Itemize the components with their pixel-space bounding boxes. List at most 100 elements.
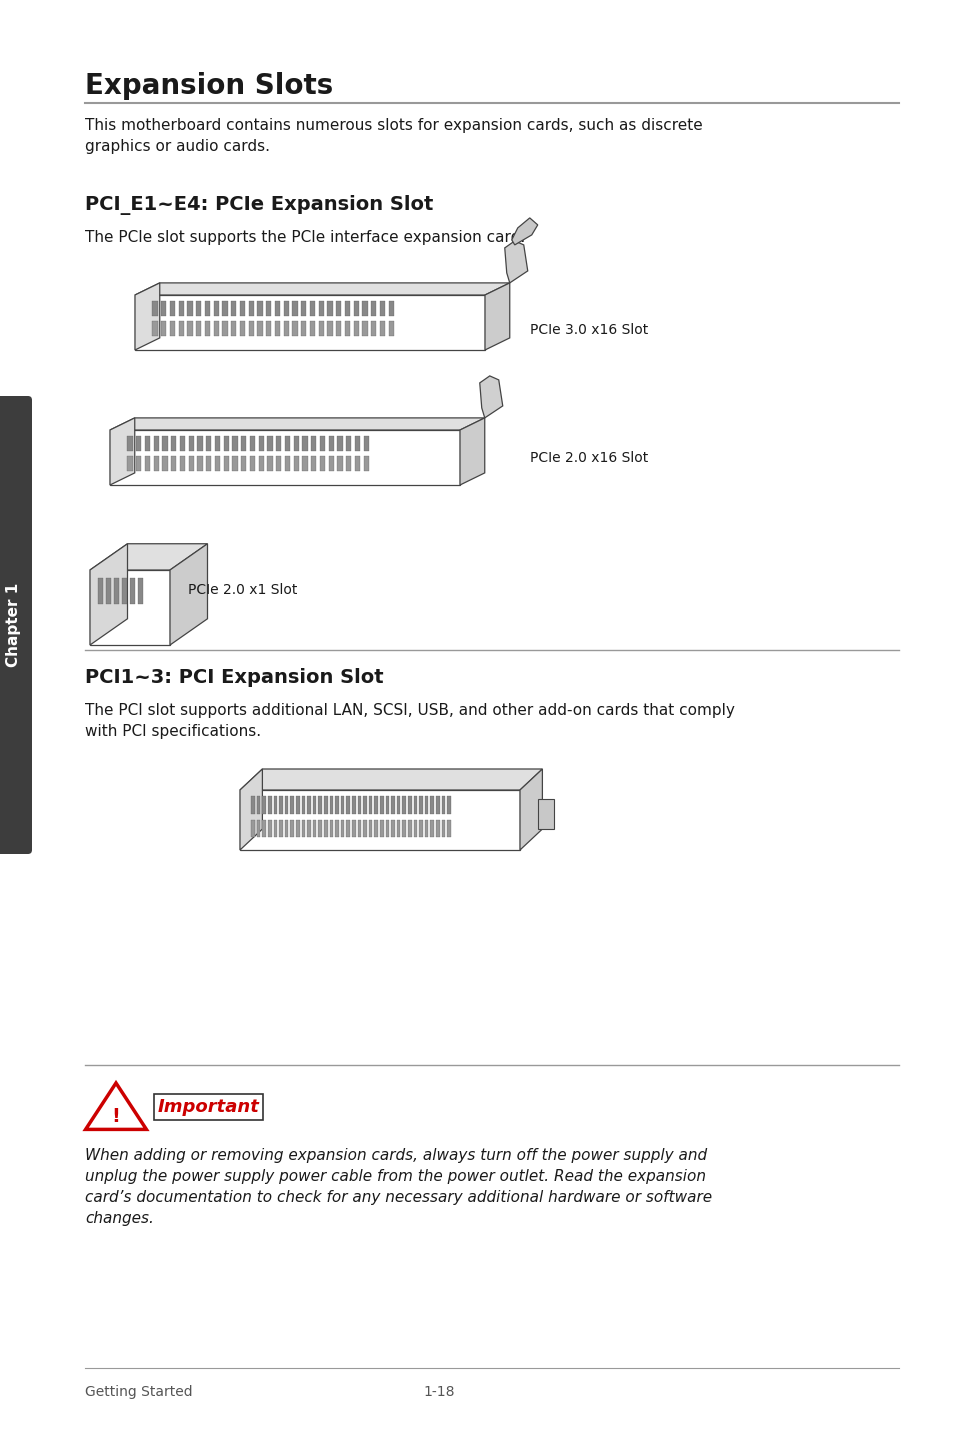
- Bar: [374, 821, 377, 836]
- Bar: [279, 821, 282, 836]
- Bar: [310, 301, 314, 316]
- Bar: [268, 821, 272, 836]
- Bar: [249, 301, 253, 316]
- Bar: [369, 821, 372, 836]
- Bar: [352, 796, 355, 813]
- Text: Expansion Slots: Expansion Slots: [85, 72, 333, 100]
- Bar: [418, 821, 422, 836]
- Bar: [388, 321, 394, 337]
- Bar: [222, 301, 228, 316]
- Bar: [396, 796, 400, 813]
- Bar: [355, 435, 360, 451]
- Bar: [346, 821, 350, 836]
- Bar: [357, 796, 361, 813]
- Bar: [152, 301, 157, 316]
- Bar: [362, 301, 367, 316]
- Bar: [233, 435, 237, 451]
- Bar: [391, 821, 395, 836]
- Bar: [197, 455, 203, 471]
- Bar: [145, 455, 150, 471]
- Bar: [205, 321, 210, 337]
- Bar: [318, 796, 322, 813]
- Bar: [250, 435, 255, 451]
- Bar: [110, 430, 459, 485]
- Bar: [385, 821, 389, 836]
- Bar: [231, 301, 236, 316]
- Bar: [307, 821, 311, 836]
- Polygon shape: [90, 544, 128, 644]
- Bar: [302, 435, 308, 451]
- Bar: [251, 821, 254, 836]
- Bar: [324, 796, 327, 813]
- Polygon shape: [484, 284, 509, 349]
- Bar: [206, 435, 212, 451]
- Bar: [402, 821, 406, 836]
- Bar: [279, 796, 282, 813]
- Bar: [313, 821, 316, 836]
- Bar: [268, 796, 272, 813]
- Text: PCI1~3: PCI Expansion Slot: PCI1~3: PCI Expansion Slot: [85, 667, 383, 687]
- Bar: [319, 455, 325, 471]
- Bar: [441, 821, 445, 836]
- Bar: [354, 321, 358, 337]
- Bar: [274, 796, 277, 813]
- Bar: [257, 301, 262, 316]
- Bar: [257, 321, 262, 337]
- Bar: [371, 321, 376, 337]
- Bar: [214, 455, 220, 471]
- Bar: [178, 321, 184, 337]
- Bar: [258, 435, 264, 451]
- Bar: [188, 301, 193, 316]
- Bar: [274, 301, 280, 316]
- Bar: [346, 435, 351, 451]
- Bar: [311, 435, 316, 451]
- Bar: [136, 435, 141, 451]
- Polygon shape: [479, 377, 502, 418]
- Bar: [329, 821, 333, 836]
- Bar: [240, 790, 519, 851]
- Bar: [447, 821, 451, 836]
- Bar: [302, 455, 308, 471]
- Bar: [354, 301, 358, 316]
- Bar: [340, 796, 344, 813]
- Bar: [266, 301, 272, 316]
- Polygon shape: [240, 769, 542, 790]
- Bar: [295, 796, 299, 813]
- Bar: [196, 321, 201, 337]
- Bar: [294, 455, 298, 471]
- Polygon shape: [135, 284, 509, 295]
- Bar: [408, 821, 411, 836]
- Bar: [285, 455, 290, 471]
- Bar: [329, 455, 334, 471]
- Text: Getting Started: Getting Started: [85, 1385, 193, 1399]
- Bar: [172, 435, 176, 451]
- Bar: [352, 821, 355, 836]
- Bar: [293, 321, 297, 337]
- Bar: [430, 796, 434, 813]
- Bar: [335, 796, 338, 813]
- Bar: [340, 821, 344, 836]
- Bar: [447, 796, 451, 813]
- Bar: [301, 301, 306, 316]
- Polygon shape: [519, 769, 542, 851]
- Bar: [301, 796, 305, 813]
- Bar: [379, 821, 383, 836]
- Bar: [391, 796, 395, 813]
- Bar: [266, 321, 272, 337]
- Bar: [329, 435, 334, 451]
- Bar: [335, 301, 341, 316]
- Bar: [362, 321, 367, 337]
- Bar: [256, 821, 260, 836]
- Bar: [90, 570, 170, 644]
- Bar: [267, 455, 273, 471]
- Bar: [307, 796, 311, 813]
- Bar: [188, 321, 193, 337]
- Bar: [318, 821, 322, 836]
- Text: Important: Important: [158, 1098, 259, 1116]
- Bar: [213, 301, 219, 316]
- Bar: [251, 796, 254, 813]
- Bar: [178, 301, 184, 316]
- Bar: [122, 577, 127, 604]
- Bar: [196, 301, 201, 316]
- Bar: [276, 455, 281, 471]
